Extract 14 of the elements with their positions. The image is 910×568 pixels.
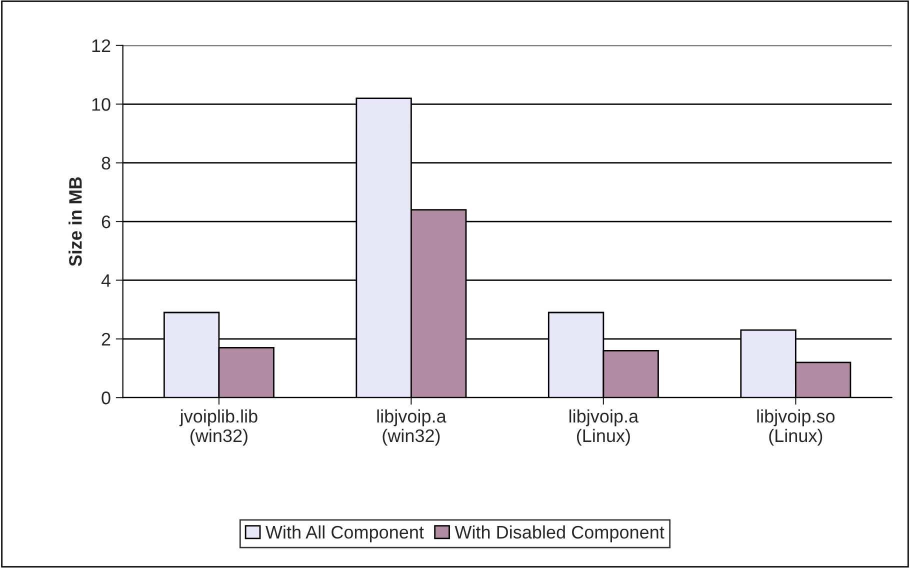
y-tick-label: 12	[92, 39, 110, 52]
y-tick-label: 0	[102, 392, 110, 404]
x-tick-label: libjvoip.so (Linux)	[757, 409, 835, 446]
y-tick-label: 2	[102, 332, 110, 346]
x-tick-label: jvoiplib.lib (win32)	[179, 409, 258, 446]
y-tick-label: 8	[102, 156, 110, 170]
legend-label: With Disabled Component	[454, 525, 664, 542]
x-tick-label: libjvoip.a (Linux)	[570, 409, 639, 446]
y-axis-title: Size in MB	[68, 177, 82, 266]
x-tick-label: libjvoip.a (win32)	[377, 409, 446, 446]
y-tick-label: 10	[92, 98, 110, 111]
y-tick-label: 4	[101, 274, 111, 287]
legend-label: With All Component	[266, 525, 424, 542]
y-tick-label: 6	[102, 215, 110, 228]
